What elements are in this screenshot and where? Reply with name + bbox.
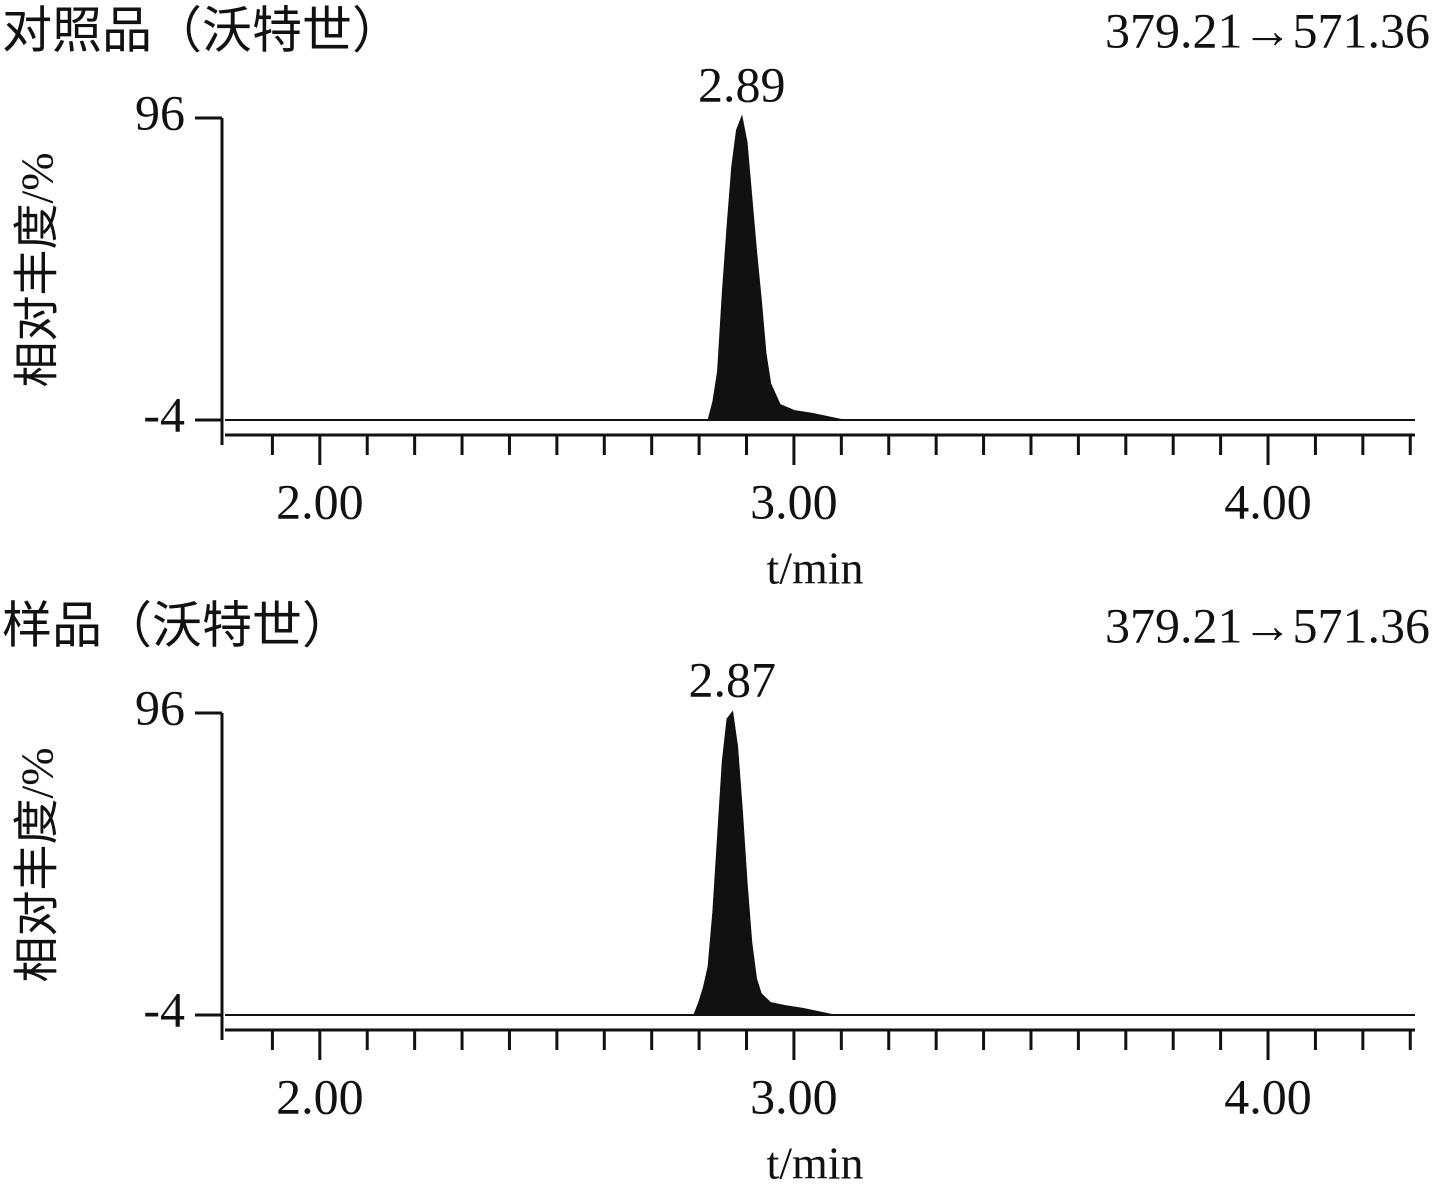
y-tick-label: -4: [143, 386, 185, 442]
panel-title: 对照品（沃特世）: [2, 2, 402, 58]
x-tick-label: 4.00: [1224, 473, 1312, 529]
x-tick-label: 3.00: [750, 1068, 838, 1124]
panel-title: 样品（沃特世）: [2, 597, 352, 653]
y-tick-label: -4: [143, 981, 185, 1037]
peak-area: [225, 114, 1415, 421]
transition-label: 379.21→571.36: [1105, 597, 1430, 653]
panel: 样品（沃特世） 379.21→571.36 2.87 相对丰度/% t/min 96 -4 2…: [2, 597, 1430, 1188]
y-axis-label: 相对丰度/%: [12, 747, 63, 982]
y-tick-label: 96: [135, 84, 185, 140]
panel: 对照品（沃特世） 379.21→571.36 2.89 相对丰度/% t/min 96 -4…: [2, 2, 1430, 593]
transition-label: 379.21→571.36: [1105, 2, 1430, 58]
x-tick-label: 2.00: [276, 473, 364, 529]
peak-area: [225, 710, 1415, 1016]
peak-label: 2.89: [698, 56, 786, 112]
x-axis-label: t/min: [766, 543, 863, 594]
x-axis-label: t/min: [766, 1138, 863, 1189]
peak-label: 2.87: [689, 651, 777, 707]
x-tick-label: 2.00: [276, 1068, 364, 1124]
x-tick-label: 3.00: [750, 473, 838, 529]
y-tick-label: 96: [135, 679, 185, 735]
y-axis-label: 相对丰度/%: [12, 152, 63, 387]
x-tick-label: 4.00: [1224, 1068, 1312, 1124]
